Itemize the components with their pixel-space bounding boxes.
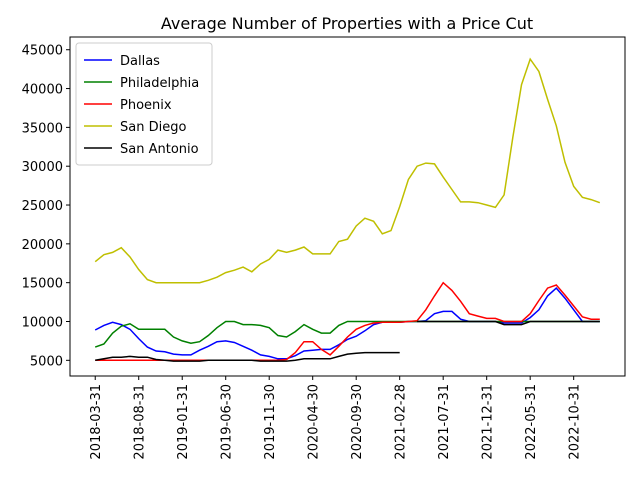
legend: Dallas Philadelphia Phoenix San Diego San An… <box>75 42 213 166</box>
series-line <box>95 281 600 362</box>
series-line <box>94 320 600 348</box>
y-tick-label: 10000 <box>22 315 63 330</box>
plot-frame <box>69 36 626 377</box>
legend-label: Dallas <box>120 54 160 69</box>
series-line <box>94 57 601 284</box>
series-line <box>94 287 600 360</box>
x-tick-label: 2020-04-30 <box>307 384 322 460</box>
y-tick-label: 5000 <box>30 354 63 369</box>
x-tick-label: 2019-01-31 <box>176 384 191 460</box>
legend-label: Philadelphia <box>120 76 199 91</box>
x-tick-label: 2020-09-30 <box>350 384 365 460</box>
y-tick-label: 40000 <box>22 83 63 98</box>
x-tick-label: 2019-06-30 <box>220 384 235 460</box>
y-tick-label: 30000 <box>22 160 63 175</box>
x-tick-label: 2022-05-31 <box>524 384 539 460</box>
x-tick-label: 2019-11-30 <box>263 384 278 460</box>
x-tick-label: 2021-02-28 <box>394 384 409 460</box>
legend-label: San Diego <box>120 120 186 135</box>
y-tick-label: 45000 <box>22 44 63 59</box>
y-tick-label: 15000 <box>22 277 63 292</box>
legend-box <box>75 42 213 166</box>
x-tick-label: 2018-08-31 <box>133 384 148 460</box>
x-tick-label: 2022-10-31 <box>568 384 583 460</box>
y-tick-label: 35000 <box>22 121 63 136</box>
y-tick-label: 25000 <box>22 199 63 214</box>
legend-label: Phoenix <box>120 98 172 113</box>
chart-title: Average Number of Properties with a Pric… <box>161 14 533 33</box>
x-tick-label: 2018-03-31 <box>89 384 104 460</box>
legend-label: San Antonio <box>120 142 199 157</box>
x-tick-label: 2021-07-31 <box>437 384 452 460</box>
series-line <box>95 320 600 362</box>
y-tick-label: 20000 <box>22 238 63 253</box>
x-tick-label: 2021-12-31 <box>481 384 496 460</box>
